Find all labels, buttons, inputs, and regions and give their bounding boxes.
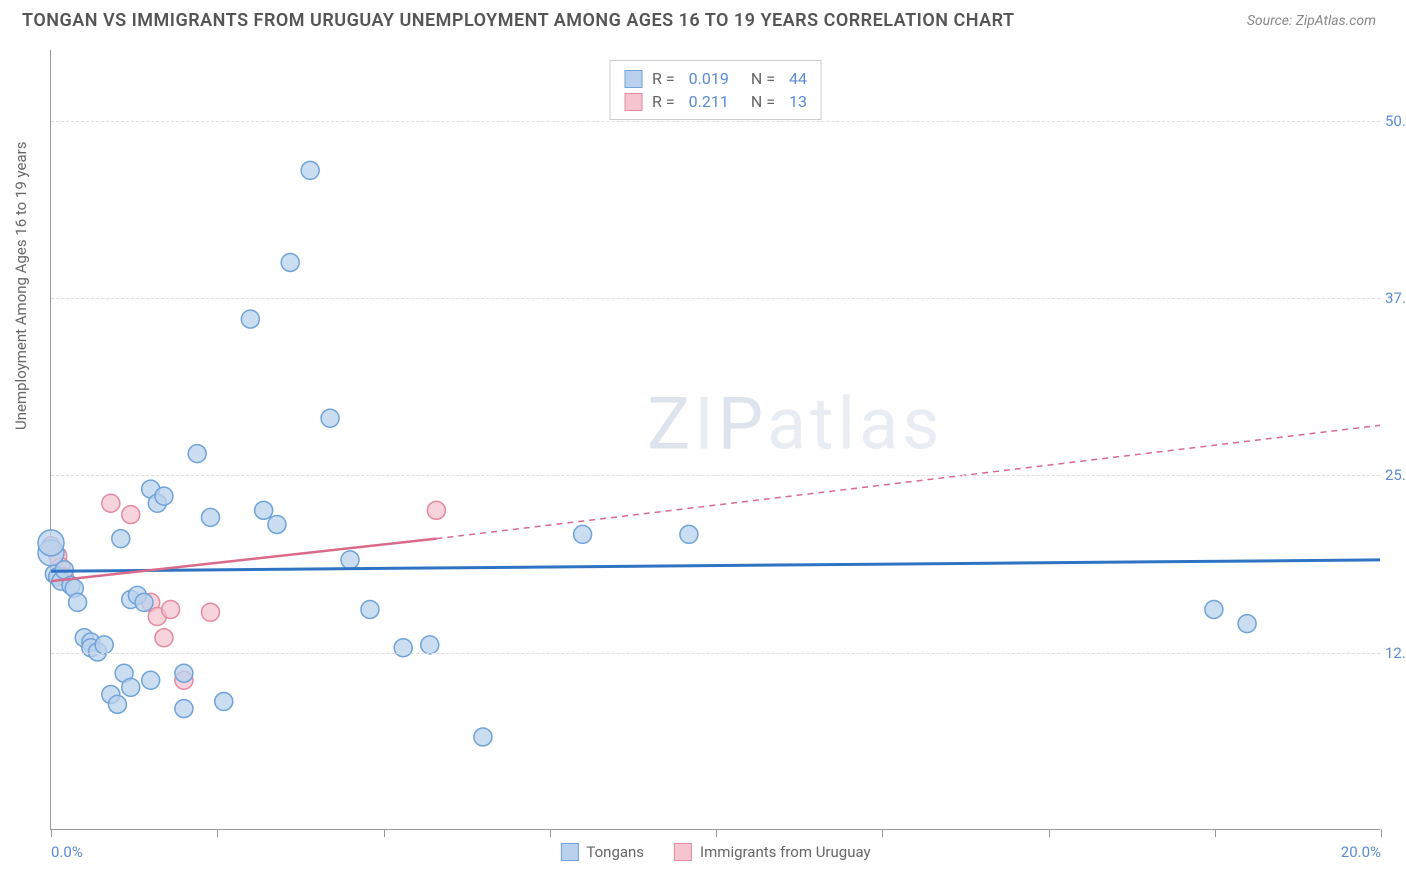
x-tick [1381,829,1382,837]
stats-box: R = 0.019 N = 44 R = 0.211 N = 13 [609,60,822,120]
plot-area: ZIPatlas R = 0.019 N = 44 R = 0.211 N = … [50,50,1380,830]
trend-line [51,560,1380,571]
trend-line [51,539,436,581]
data-point [255,501,273,519]
data-point [155,487,173,505]
source-label: Source: [1247,13,1292,29]
data-point [215,693,233,711]
data-point [321,409,339,427]
legend-item-b: Immigrants from Uruguay [674,843,871,861]
data-point [361,600,379,618]
chart-svg [51,50,1380,829]
stats-row-a: R = 0.019 N = 44 [624,67,807,90]
data-point [38,530,64,556]
data-point [1238,615,1256,633]
legend-swatch-a [560,843,578,861]
x-tick [51,829,52,837]
data-point [142,671,160,689]
data-point [175,664,193,682]
legend-swatch-b [674,843,692,861]
data-point [188,445,206,463]
stat-r-b: 0.211 [689,92,729,111]
legend-label-a: Tongans [586,843,644,861]
stat-n-a: 44 [789,69,807,88]
data-point [241,310,259,328]
data-point [427,501,445,519]
data-point [69,593,87,611]
data-point [135,593,153,611]
data-point [102,494,120,512]
gridline [51,298,1380,299]
swatch-series-b [624,93,642,111]
x-tick [217,829,218,837]
y-tick-label: 37.5% [1385,289,1406,307]
data-point [155,629,173,647]
data-point [268,515,286,533]
y-axis-label: Unemployment Among Ages 16 to 19 years [12,142,30,430]
data-point [175,700,193,718]
x-tick [1215,829,1216,837]
stat-r-a: 0.019 [689,69,729,88]
data-point [474,728,492,746]
data-point [1205,600,1223,618]
stat-n-b: 13 [789,92,807,111]
legend-item-a: Tongans [560,843,644,861]
x-tick [550,829,551,837]
data-point [301,161,319,179]
chart-title: TONGAN VS IMMIGRANTS FROM URUGUAY UNEMPL… [22,10,1015,31]
data-point [108,695,126,713]
source-value: ZipAtlas.com [1296,13,1376,29]
data-point [421,636,439,654]
stats-row-b: R = 0.211 N = 13 [624,90,807,113]
data-point [574,525,592,543]
y-tick-label: 50.0% [1385,112,1406,130]
x-tick-label: 0.0% [51,843,83,861]
data-point [201,603,219,621]
x-tick-label: 20.0% [1341,843,1381,861]
data-point [122,506,140,524]
data-point [112,530,130,548]
swatch-series-a [624,70,642,88]
data-point [95,636,113,654]
legend-label-b: Immigrants from Uruguay [700,843,871,861]
data-point [394,639,412,657]
x-tick [384,829,385,837]
legend: Tongans Immigrants from Uruguay [560,843,870,861]
data-point [680,525,698,543]
y-tick-label: 12.5% [1385,644,1406,662]
trend-line [436,425,1380,538]
gridline [51,475,1380,476]
title-bar: TONGAN VS IMMIGRANTS FROM URUGUAY UNEMPL… [0,0,1406,41]
y-tick-label: 25.0% [1385,466,1406,484]
x-tick [882,829,883,837]
data-point [201,508,219,526]
gridline [51,121,1380,122]
x-tick [716,829,717,837]
gridline [51,653,1380,654]
data-point [341,551,359,569]
x-tick [1049,829,1050,837]
data-point [122,678,140,696]
source-attribution: Source: ZipAtlas.com [1247,13,1376,29]
data-point [281,253,299,271]
data-point [162,600,180,618]
